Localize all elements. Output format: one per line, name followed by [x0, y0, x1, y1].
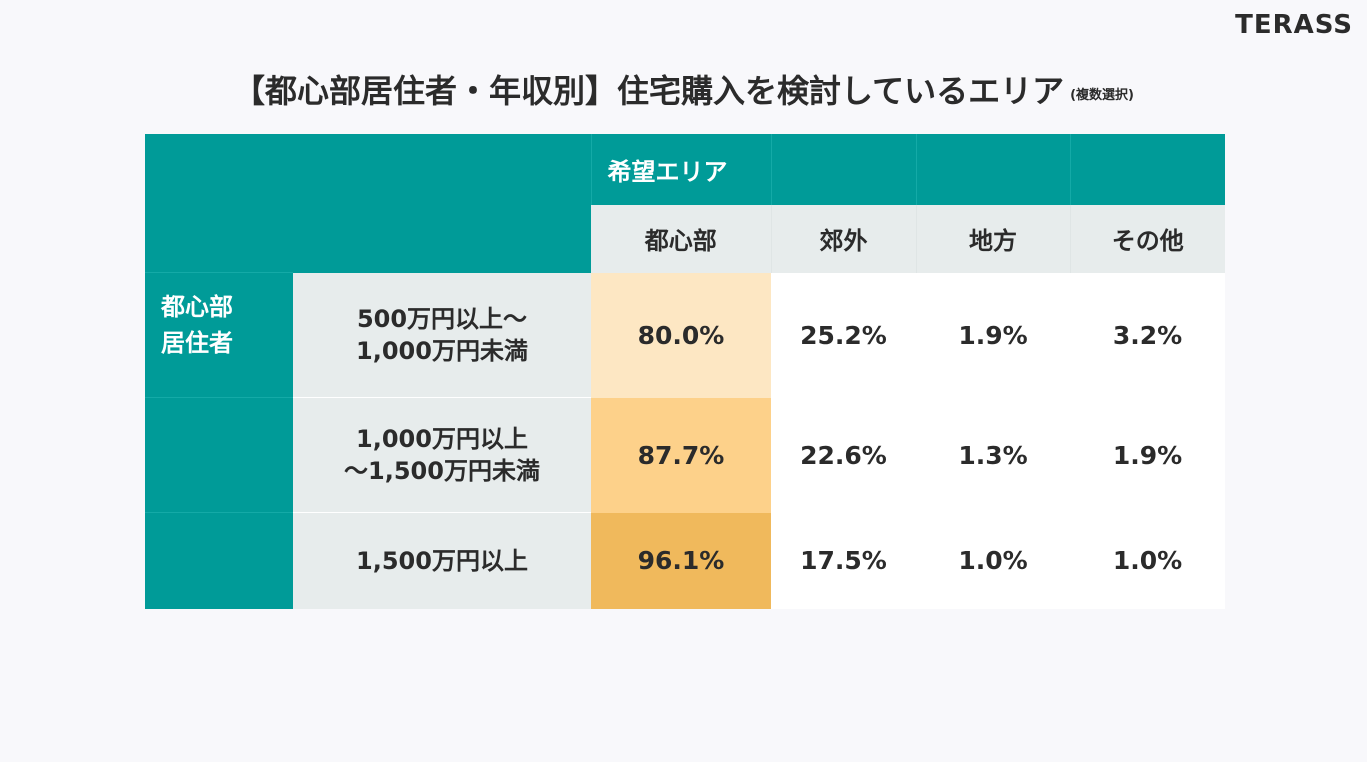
value-suburbs: 25.2% — [771, 272, 916, 398]
header-blank-2 — [916, 134, 1071, 205]
column-header-suburbs: 郊外 — [771, 205, 917, 273]
value-suburbs: 22.6% — [771, 397, 916, 513]
header-blank-1 — [771, 134, 917, 205]
table-row: 1,500万円以上 96.1% 17.5% 1.0% 1.0% — [145, 512, 1225, 609]
resident-group-cell — [145, 397, 293, 513]
page-title: 【都心部居住者・年収別】住宅購入を検討しているエリア (複数選択) — [0, 66, 1367, 112]
resident-group-label-text: 都心部 居住者 — [161, 293, 233, 357]
resident-group-label: 都心部 居住者 — [145, 272, 293, 398]
income-label: 1,000万円以上 ～1,500万円未満 — [293, 397, 591, 513]
header-empty-cell-2 — [145, 205, 591, 273]
value-regional: 1.9% — [916, 272, 1070, 398]
column-header-central: 都心部 — [591, 205, 772, 273]
value-central: 96.1% — [591, 512, 771, 609]
desired-area-header: 希望エリア — [591, 134, 772, 205]
value-central: 87.7% — [591, 397, 771, 513]
table-row: 1,000万円以上 ～1,500万円未満 87.7% 22.6% 1.3% 1.… — [145, 397, 1225, 513]
area-table-grid: 希望エリア 都心部 郊外 地方 その他 都心部 居住者 500万円以上～ 1,0… — [145, 134, 1225, 609]
header-row-columns: 都心部 郊外 地方 その他 — [145, 205, 1225, 273]
column-header-regional: 地方 — [916, 205, 1071, 273]
title-main: 【都心部居住者・年収別】住宅購入を検討しているエリア — [233, 72, 1065, 110]
value-regional: 1.3% — [916, 397, 1070, 513]
value-regional: 1.0% — [916, 512, 1070, 609]
value-other: 1.9% — [1070, 397, 1225, 513]
terass-logo: TERASS — [1235, 10, 1353, 40]
header-blank-3 — [1070, 134, 1225, 205]
income-label: 1,500万円以上 — [293, 512, 591, 609]
header-row-group: 希望エリア — [145, 134, 1225, 205]
income-label: 500万円以上～ 1,000万円未満 — [293, 272, 591, 398]
value-other: 3.2% — [1070, 272, 1225, 398]
value-other: 1.0% — [1070, 512, 1225, 609]
resident-group-cell — [145, 512, 293, 609]
title-note: (複数選択) — [1070, 87, 1134, 103]
value-suburbs: 17.5% — [771, 512, 916, 609]
column-header-other: その他 — [1070, 205, 1225, 273]
table-row: 都心部 居住者 500万円以上～ 1,000万円未満 80.0% 25.2% 1… — [145, 272, 1225, 398]
value-central: 80.0% — [591, 272, 771, 398]
area-table: 希望エリア 都心部 郊外 地方 その他 都心部 居住者 500万円以上～ 1,0… — [145, 134, 1225, 609]
header-empty-cell — [145, 134, 592, 205]
